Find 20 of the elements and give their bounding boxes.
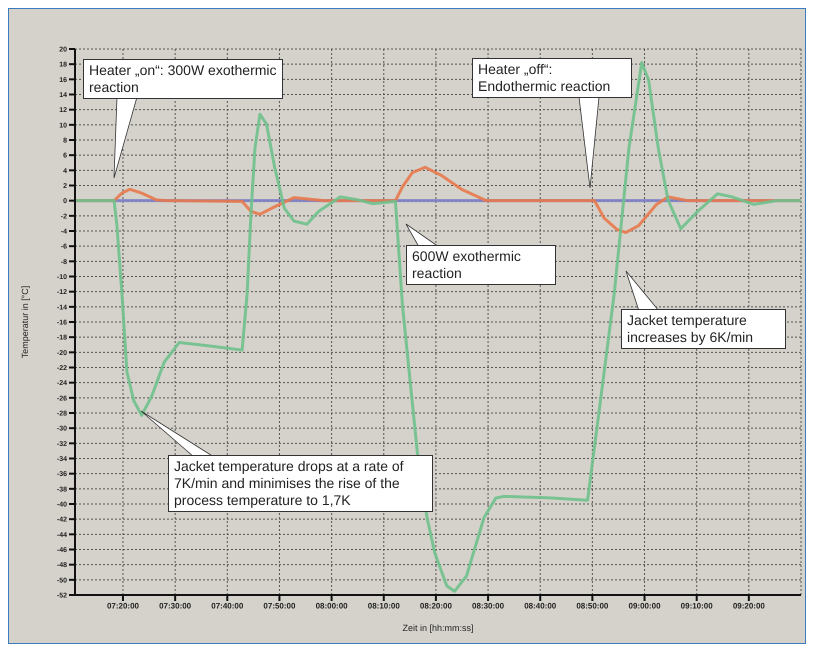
annotation: Heater „off“: Endothermic reaction [472, 58, 632, 98]
x-tick-label: 08:40:00 [524, 602, 557, 611]
annotation: Heater „on“: 300W exothermic reaction [83, 59, 283, 99]
annotation: 600W exothermic reaction [406, 245, 556, 285]
x-tick-label: 08:20:00 [420, 602, 452, 611]
x-tick-label: 09:00:00 [628, 602, 662, 611]
x-tick-label: 07:30:00 [159, 602, 192, 611]
x-tick-label: 07:40:00 [211, 602, 244, 611]
x-tick-label: 08:30:00 [472, 602, 505, 611]
x-tick-label: 09:10:00 [680, 602, 714, 611]
x-axis-title: Zeit in [hh:mm:ss] [402, 623, 474, 633]
y-axis-title: Temperatur in [°C] [20, 286, 30, 358]
annotation: Jacket temperature increases by 6K/min [621, 309, 786, 349]
x-tick-label: 07:20:00 [106, 602, 140, 611]
x-tick-label: 07:50:00 [263, 602, 296, 611]
annotation: Jacket temperature drops at a rate of 7K/min and minimises the rise of the process temperature to 1,7K [168, 455, 433, 512]
x-tick-label: 09:20:00 [732, 602, 766, 611]
x-tick-label: 08:10:00 [368, 602, 400, 611]
x-tick-label: 08:00:00 [316, 602, 348, 611]
x-tick-label: 08:50:00 [576, 602, 609, 611]
